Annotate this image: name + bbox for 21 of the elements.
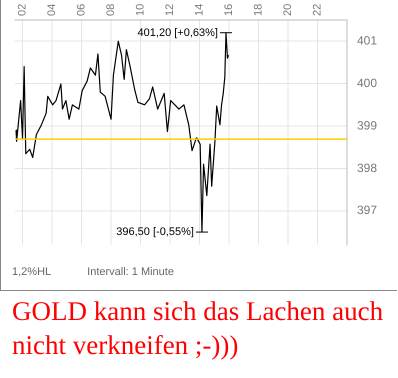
x-tick-label: 22 (312, 4, 324, 16)
x-tick-label: 02 (16, 4, 28, 16)
x-tick-label: 12 (164, 4, 176, 16)
y-tick-label: 400 (356, 76, 378, 90)
text: Intervall: 1 Minute (87, 266, 174, 278)
x-tick-label: 06 (75, 4, 88, 16)
text: GOLD kann sich das Lachen auch nicht verkneifen ;-))) (12, 295, 384, 362)
x-tick-label: 14 (193, 4, 206, 16)
x-tick-label: 20 (282, 4, 294, 16)
text: 1,2%HL (12, 266, 52, 278)
annotation: 401,20 [+0,63%] (138, 26, 218, 39)
x-tick-label: 08 (104, 4, 117, 16)
y-tick-label: 401 (356, 34, 378, 48)
annotation: 396,50 [-0,55%] (116, 226, 194, 238)
x-tick-label: 04 (46, 4, 58, 16)
x-tick-label: 18 (252, 4, 264, 16)
y-tick-label: 399 (356, 118, 378, 132)
y-tick-label: 397 (356, 203, 378, 218)
x-tick-label: 16 (222, 4, 235, 16)
y-tick-label: 398 (356, 160, 378, 175)
x-tick-label: 10 (134, 4, 146, 16)
